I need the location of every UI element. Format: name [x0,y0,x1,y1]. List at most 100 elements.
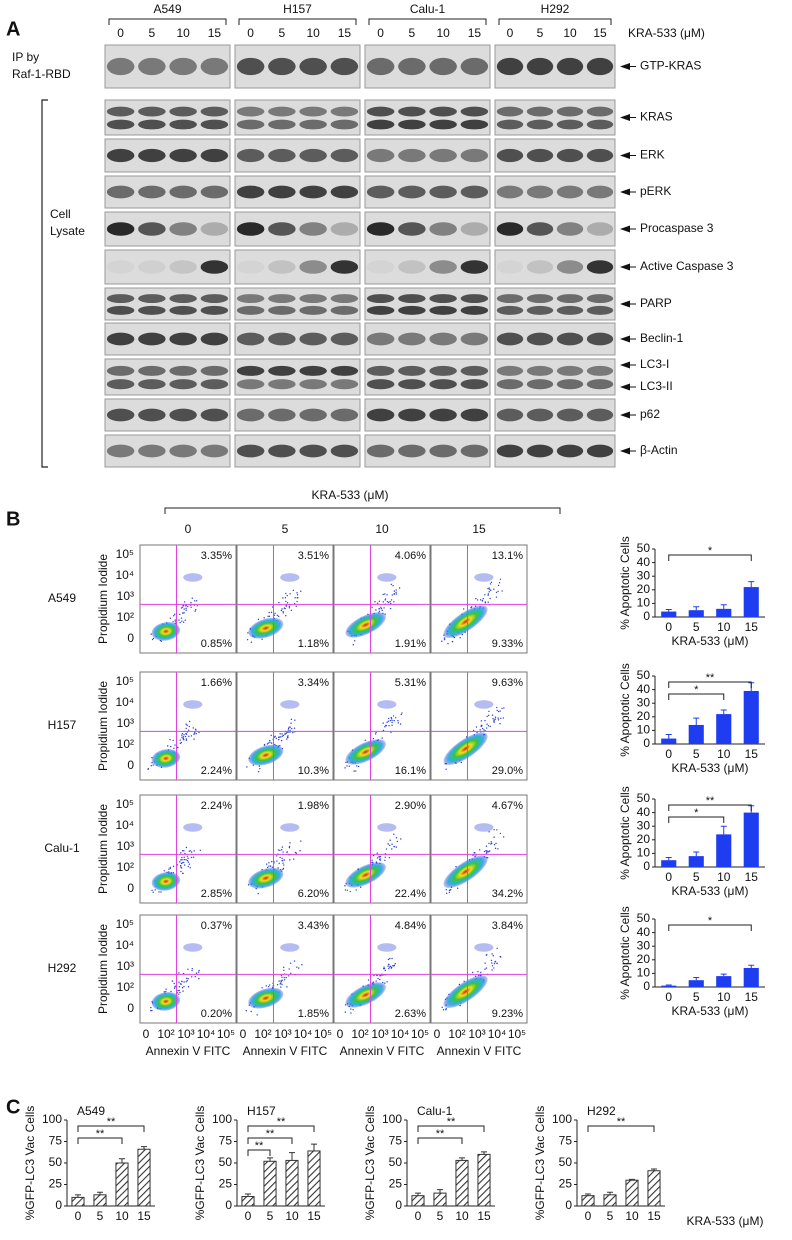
event-dot [298,967,300,969]
event-dot [499,723,501,725]
event-dot [198,977,200,980]
bar [716,834,732,867]
event-dot [151,638,154,641]
event-dot [270,742,273,744]
event-dot [491,953,493,955]
band [398,57,426,76]
event-dot [389,600,391,603]
event-dot [183,850,185,852]
y-tick-label: 0 [225,1198,232,1212]
error-bar [720,709,727,715]
event-dot [187,729,190,731]
y-tick-label: 10⁵ [116,547,134,561]
event-dot [489,583,492,585]
bar [411,1195,425,1207]
blot [364,99,491,136]
error-bar [693,717,700,725]
band [169,119,197,130]
event-dot [364,739,367,742]
cell-line-label: H292 [48,961,77,975]
cell-line-label: Calu-1 [410,2,446,16]
event-dot [381,609,383,612]
event-dot [380,974,382,977]
event-dot [283,976,285,979]
quadrant-percent: 0.85% [201,638,232,650]
band [236,222,265,236]
event-dot [367,979,370,981]
event-dot [401,712,403,714]
event-dot [377,977,379,980]
band [330,444,359,458]
event-dot [397,719,399,722]
bar [115,1162,129,1207]
quadrant-percent: 3.34% [298,677,329,689]
event-dot [492,718,494,720]
event-dot [150,1009,152,1012]
x-tick-label: 5 [97,1209,104,1223]
y-tick-label: 10 [637,846,651,860]
arrow [620,188,630,196]
event-dot [495,591,498,594]
band [429,185,457,199]
y-axis-title: Propidium Iodide [96,554,110,644]
event-cloud [345,982,386,1008]
y-tick-label: 40 [637,925,651,939]
band [586,305,614,315]
event-dot [486,723,488,725]
quadrant-percent: 1.85% [298,1008,329,1020]
y-tick-label: 10 [637,723,651,737]
significance-bracket [668,693,725,700]
error-bar [481,1151,487,1155]
band [299,408,327,422]
band [106,148,135,163]
chart-title: A549 [77,1104,105,1118]
band [526,119,554,130]
y-tick-label: 0 [127,881,134,895]
event-dot [290,722,292,724]
event-dot [152,891,154,894]
bar [688,856,704,867]
quadrant-percent: 2.90% [395,800,426,812]
band [460,260,489,274]
event-dot [295,852,298,854]
event-dot [182,621,185,623]
y-tick-label: 10⁴ [115,568,134,582]
band [138,365,166,376]
event-dot [180,607,183,609]
event-dot [280,982,282,984]
event-cloud [248,987,284,1009]
event-dot [268,615,271,618]
event-dot [174,619,176,621]
event-dot [281,983,283,986]
x-tick-label: 10² [254,1027,271,1041]
event-dot [496,829,498,831]
event-dot [489,850,491,852]
error-bar [720,604,727,609]
event-dot [499,956,502,958]
x-tick-label: 10 [717,620,731,634]
x-axis-title: Annexin V FITC [437,1044,522,1058]
event-dot [185,738,188,740]
band [556,444,584,458]
blot [494,358,616,396]
event-dot [150,765,152,767]
error-bar [607,1191,613,1195]
event-dot [179,621,181,624]
event-dot [484,601,487,604]
event-dot [178,619,180,621]
event-dot [493,588,495,590]
event-dot [499,710,501,712]
band [526,260,554,274]
event-dot [186,979,188,982]
event-dot [470,606,472,609]
blot [494,287,616,321]
event-dot [450,889,452,891]
band [556,222,584,236]
y-tick-label: 40 [637,805,651,819]
band [366,57,395,76]
y-axis-title: Propidium Iodide [96,681,110,771]
x-tick-label: 0 [415,1209,422,1223]
significance-bracket [247,1149,271,1156]
error-bar [245,1193,251,1197]
band [236,365,265,376]
